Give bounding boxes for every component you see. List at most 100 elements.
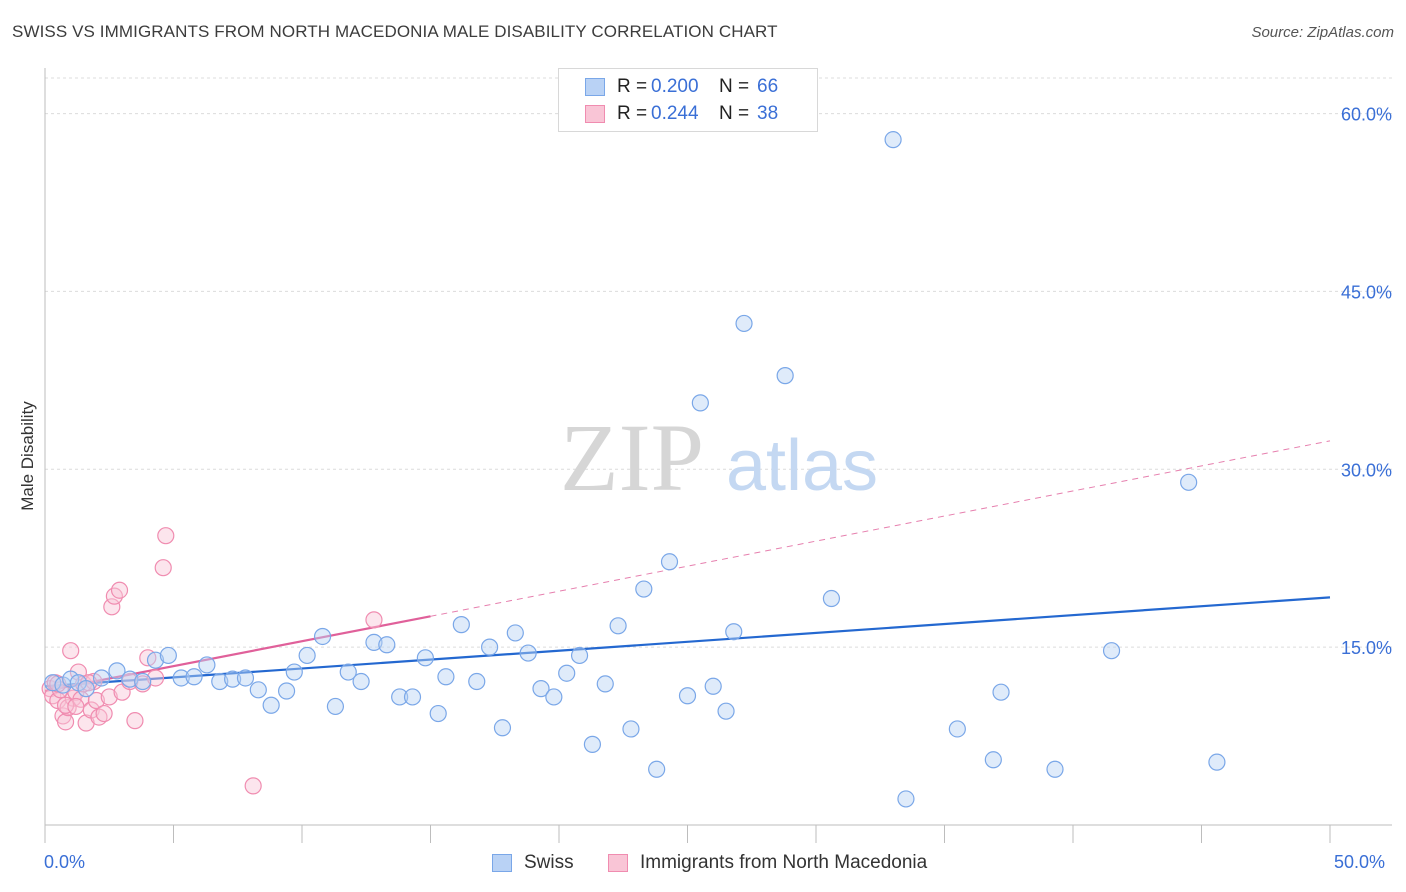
swiss-point: [262, 696, 280, 714]
swiss-point: [285, 663, 303, 681]
swiss-point: [596, 675, 614, 693]
swiss-point: [545, 688, 563, 706]
swiss-point: [1046, 760, 1064, 778]
legend-n-value: 66: [757, 76, 779, 97]
macedonia-point: [103, 598, 121, 616]
macedonia-point: [244, 777, 262, 795]
swiss-point: [298, 646, 316, 665]
swiss-point: [678, 687, 697, 705]
y-tick-labels: 15.0% 30.0% 45.0% 60.0%: [1341, 105, 1392, 659]
series-legend: Swiss Immigrants from North Macedonia: [0, 852, 1406, 878]
swiss-point: [198, 656, 216, 674]
swiss-point: [416, 649, 434, 667]
swiss-point: [897, 790, 915, 808]
swiss-point: [378, 636, 396, 654]
swiss-point: [648, 760, 666, 778]
swiss-point: [532, 680, 550, 698]
swiss-point: [948, 720, 966, 738]
macedonia-point: [100, 688, 118, 706]
swiss-point: [822, 589, 841, 608]
grid-lines: [45, 77, 1392, 648]
chart-title: SWISS VS IMMIGRANTS FROM NORTH MACEDONIA…: [12, 22, 778, 41]
swiss-point: [481, 638, 499, 656]
watermark: ZIP atlas: [560, 404, 878, 511]
swiss-point: [159, 646, 177, 665]
swiss-point: [44, 674, 62, 692]
swiss-point: [352, 672, 370, 691]
macedonia-point: [110, 581, 129, 599]
macedonia-point: [157, 527, 175, 545]
swiss-point: [108, 662, 126, 680]
swiss-point: [437, 668, 455, 686]
legend-n-label: N =: [719, 103, 750, 124]
swiss-point: [403, 688, 422, 706]
y-tick-label: 45.0%: [1341, 282, 1392, 302]
swiss-point: [725, 623, 743, 641]
swiss-point: [984, 751, 1002, 769]
swiss-point: [776, 367, 794, 385]
swiss-point: [468, 672, 486, 691]
x-tick-label-min: 0.0%: [44, 852, 86, 872]
macedonia-point: [62, 642, 80, 660]
macedonia-point: [146, 669, 165, 687]
legend-label-macedonia: Immigrants from North Macedonia: [640, 852, 928, 873]
swiss-point: [609, 617, 627, 635]
swiss-point: [134, 672, 152, 691]
swiss-point: [570, 646, 589, 665]
swiss-point: [691, 394, 709, 412]
swiss-point: [185, 668, 203, 686]
swiss-point: [622, 720, 640, 738]
y-tick-label: 60.0%: [1341, 105, 1392, 125]
swiss-point: [77, 680, 95, 698]
macedonia-swatch: [585, 105, 605, 123]
swiss-point: [277, 682, 296, 700]
swiss-point: [429, 704, 447, 723]
macedonia-point: [87, 691, 106, 710]
axes: [44, 68, 1392, 843]
macedonia-trend-extension: [430, 440, 1331, 617]
swiss-point: [172, 669, 190, 687]
macedonia-point: [56, 713, 75, 731]
macedonia-point: [95, 704, 113, 723]
x-tick-label-max: 50.0%: [1334, 852, 1386, 872]
swiss-point: [660, 553, 679, 571]
swiss-point: [391, 688, 409, 706]
swiss-point: [365, 633, 383, 652]
swiss-point: [506, 624, 524, 642]
macedonia-point: [365, 611, 383, 629]
swiss-point: [224, 670, 242, 688]
macedonia-point: [126, 712, 144, 730]
swiss-point: [249, 681, 267, 699]
swiss-point: [146, 651, 165, 669]
correlation-legend: R = 0.200 N = 66 R = 0.244 N = 38: [558, 68, 818, 132]
watermark-zip: ZIP: [560, 404, 704, 511]
legend-label-swiss: Swiss: [524, 852, 574, 873]
swiss-swatch: [585, 78, 605, 96]
swiss-point: [704, 677, 722, 695]
legend-item-swiss: Swiss: [492, 852, 574, 874]
legend-r-label: R =: [617, 76, 648, 97]
swiss-point: [326, 697, 345, 716]
legend-row-macedonia: R = 0.244 N = 38: [585, 102, 778, 126]
swiss-point: [236, 669, 255, 687]
swiss-point: [339, 663, 357, 681]
swiss-point: [583, 735, 602, 753]
swiss-trend-line: [44, 596, 1331, 688]
swiss-point: [1102, 642, 1121, 660]
swiss-point: [992, 683, 1010, 701]
swiss-point: [558, 664, 576, 682]
macedonia-point: [154, 559, 172, 577]
swiss-point: [452, 616, 470, 634]
swiss-point: [519, 644, 537, 662]
legend-r-value: 0.200: [651, 76, 699, 97]
legend-r-label: R =: [617, 103, 648, 124]
source-label: Source: ZipAtlas.com: [1251, 24, 1394, 41]
swiss-point: [1208, 753, 1226, 771]
legend-n-label: N =: [719, 76, 750, 97]
macedonia-swatch: [608, 854, 628, 872]
legend-r-value: 0.244: [651, 103, 699, 124]
swiss-point: [313, 627, 332, 646]
legend-n-value: 38: [757, 103, 779, 124]
swiss-point: [1180, 473, 1198, 491]
macedonia-point: [67, 697, 85, 716]
